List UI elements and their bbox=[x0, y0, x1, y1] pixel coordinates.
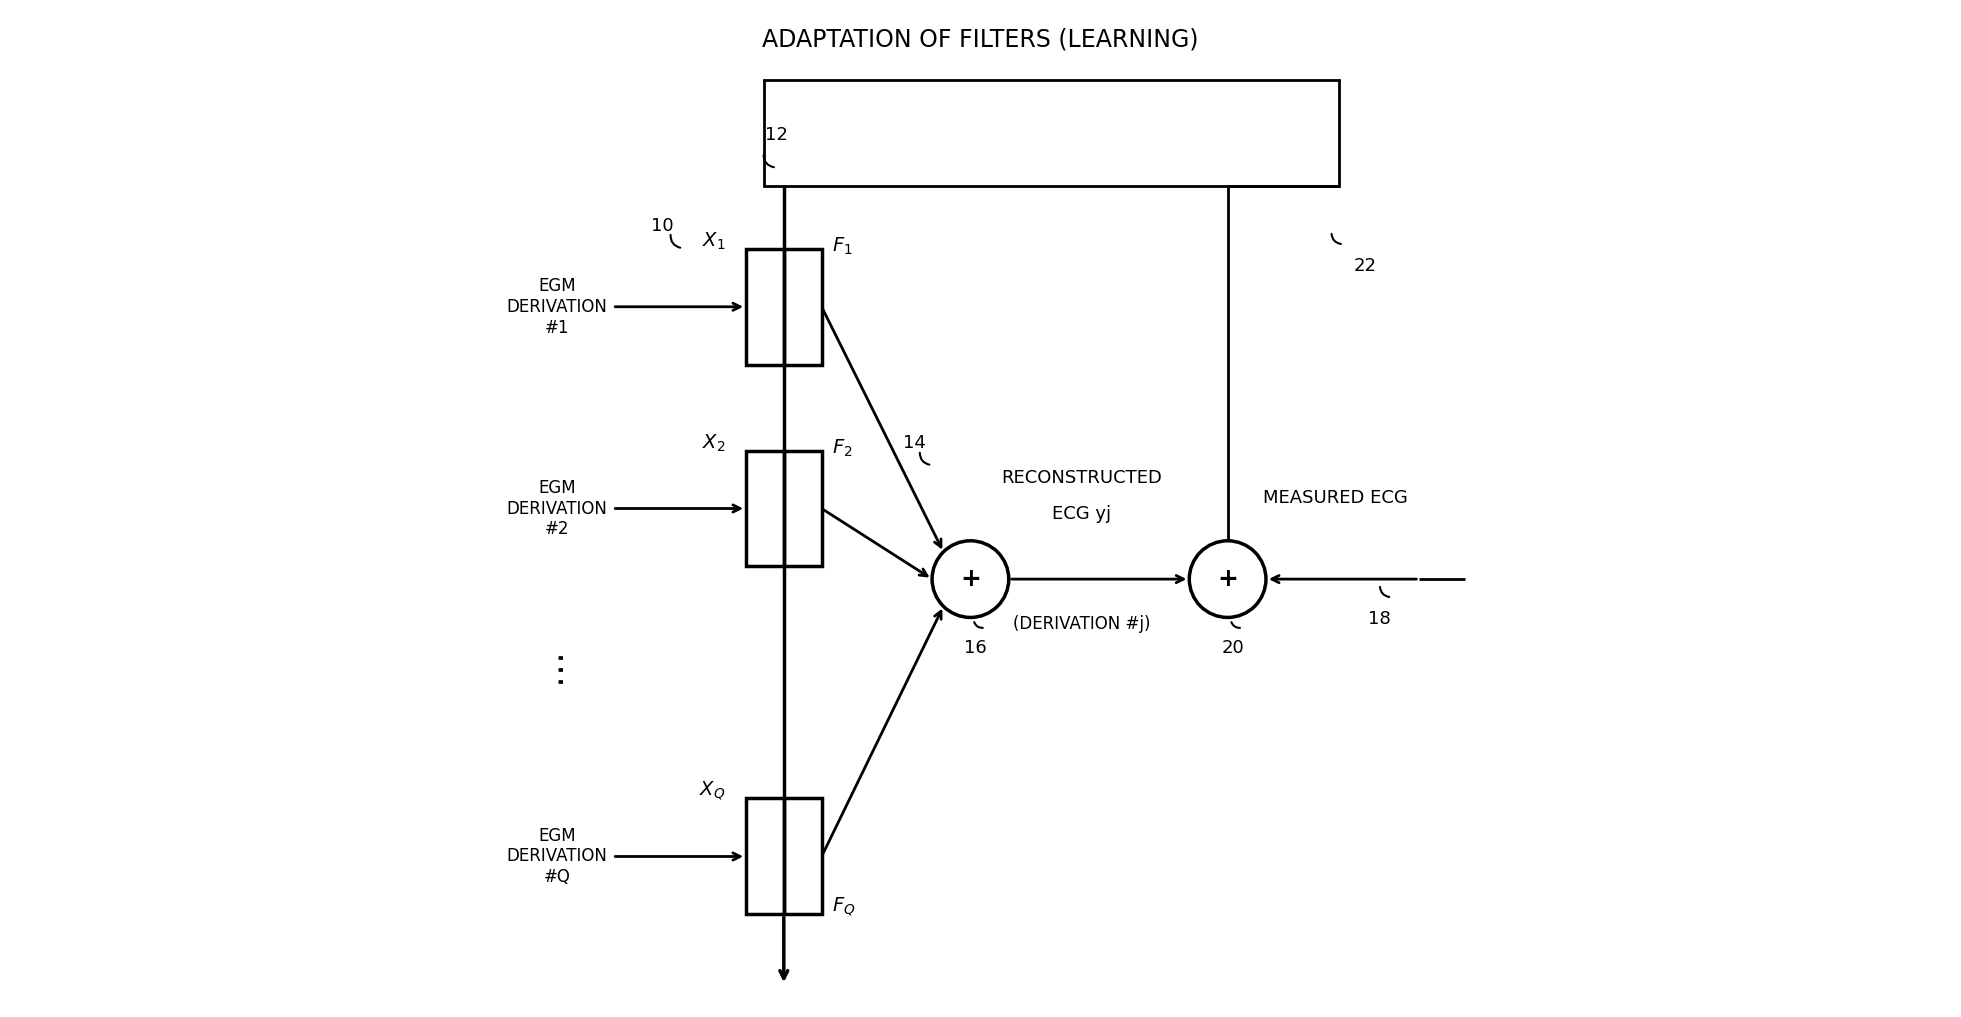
Text: 18: 18 bbox=[1367, 610, 1390, 629]
Bar bbox=[745, 249, 822, 365]
Text: $X_Q$: $X_Q$ bbox=[700, 780, 726, 802]
Text: MEASURED ECG: MEASURED ECG bbox=[1263, 489, 1408, 507]
Text: ⋯: ⋯ bbox=[541, 647, 577, 682]
Text: RECONSTRUCTED: RECONSTRUCTED bbox=[1000, 469, 1161, 487]
Bar bbox=[745, 798, 822, 914]
Circle shape bbox=[931, 541, 1008, 617]
Circle shape bbox=[1188, 541, 1267, 617]
Text: 16: 16 bbox=[965, 639, 986, 657]
Text: $X_1$: $X_1$ bbox=[702, 231, 726, 252]
Text: $X_2$: $X_2$ bbox=[702, 432, 726, 454]
Text: $F_1$: $F_1$ bbox=[831, 236, 853, 257]
Text: 20: 20 bbox=[1222, 639, 1243, 657]
Text: +: + bbox=[1218, 567, 1237, 591]
Text: 22: 22 bbox=[1353, 257, 1377, 276]
Text: EGM
DERIVATION
#2: EGM DERIVATION #2 bbox=[506, 479, 608, 538]
Text: ADAPTATION OF FILTERS (LEARNING): ADAPTATION OF FILTERS (LEARNING) bbox=[763, 27, 1198, 52]
Text: (DERIVATION #j): (DERIVATION #j) bbox=[1012, 615, 1149, 634]
Text: 12: 12 bbox=[765, 126, 788, 144]
Text: +: + bbox=[961, 567, 980, 591]
Text: EGM
DERIVATION
#1: EGM DERIVATION #1 bbox=[506, 277, 608, 337]
Text: 10: 10 bbox=[651, 217, 675, 235]
Text: $F_Q$: $F_Q$ bbox=[831, 896, 855, 918]
Text: 14: 14 bbox=[904, 434, 926, 452]
Text: ECG yj: ECG yj bbox=[1051, 504, 1112, 523]
Bar bbox=[745, 451, 822, 566]
Text: $F_2$: $F_2$ bbox=[831, 437, 853, 459]
Text: EGM
DERIVATION
#Q: EGM DERIVATION #Q bbox=[506, 827, 608, 886]
Bar bbox=[763, 79, 1339, 186]
